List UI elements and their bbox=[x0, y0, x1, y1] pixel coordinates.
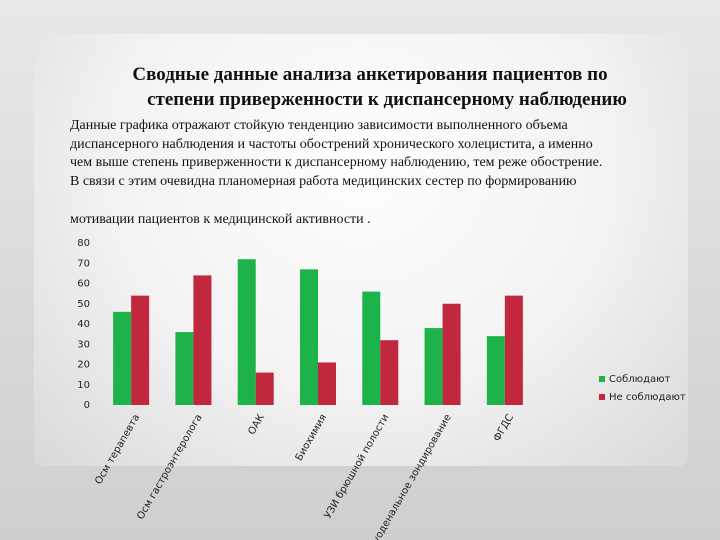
text-line: В связи с этим очевидна планомерная рабо… bbox=[70, 173, 577, 189]
text-line: мотивации пациентов к медицинской активн… bbox=[70, 212, 371, 227]
x-tick-label: Биохимия bbox=[294, 413, 330, 463]
y-tick-label: 30 bbox=[77, 339, 90, 350]
legend-label: Соблюдают bbox=[609, 374, 671, 385]
y-tick-label: 60 bbox=[77, 279, 90, 290]
legend-swatch bbox=[599, 394, 605, 400]
bar bbox=[424, 328, 443, 405]
title-line: Сводные данные анализа анкетирования пац… bbox=[132, 64, 608, 85]
title-line: степени приверженности к диспансерному н… bbox=[147, 89, 627, 110]
bar bbox=[175, 332, 194, 405]
bar bbox=[318, 362, 336, 405]
slide-title: Сводные данные анализа анкетирования пац… bbox=[60, 62, 680, 112]
y-tick-label: 10 bbox=[77, 380, 90, 391]
text-line: Данные графика отражают стойкую тенденци… bbox=[70, 118, 568, 133]
bar bbox=[237, 259, 256, 405]
bar bbox=[300, 269, 318, 405]
legend-swatch bbox=[599, 376, 605, 382]
bar bbox=[113, 311, 132, 405]
y-tick-label: 0 bbox=[84, 400, 90, 411]
bar bbox=[193, 275, 212, 405]
text-line: чем выше степень приверженности к диспан… bbox=[70, 155, 603, 170]
x-tick-label: Осм терапевта bbox=[93, 413, 142, 487]
bar bbox=[486, 336, 505, 405]
x-tick-label: ФГДС bbox=[492, 412, 516, 443]
bar bbox=[131, 295, 150, 405]
x-tick-label: ОАК bbox=[246, 413, 266, 437]
y-tick-label: 20 bbox=[77, 360, 90, 371]
x-tick-label: Осм гастроэнтеролога bbox=[135, 413, 204, 522]
legend-label: Не соблюдают bbox=[609, 392, 686, 403]
bar bbox=[442, 303, 461, 405]
y-tick-label: 80 bbox=[77, 238, 90, 249]
text-line: диспансерного наблюдения и частоты обост… bbox=[70, 136, 593, 152]
x-tick-label: УЗИ брюшной полости bbox=[323, 413, 392, 521]
bar bbox=[380, 340, 399, 405]
y-tick-label: 40 bbox=[77, 319, 90, 330]
y-tick-label: 70 bbox=[77, 258, 90, 269]
bar bbox=[504, 295, 523, 405]
bar bbox=[255, 372, 274, 405]
slide-text: Данные графика отражают стойкую тенденци… bbox=[70, 117, 710, 230]
y-tick-label: 50 bbox=[77, 299, 90, 310]
bar bbox=[362, 291, 381, 405]
